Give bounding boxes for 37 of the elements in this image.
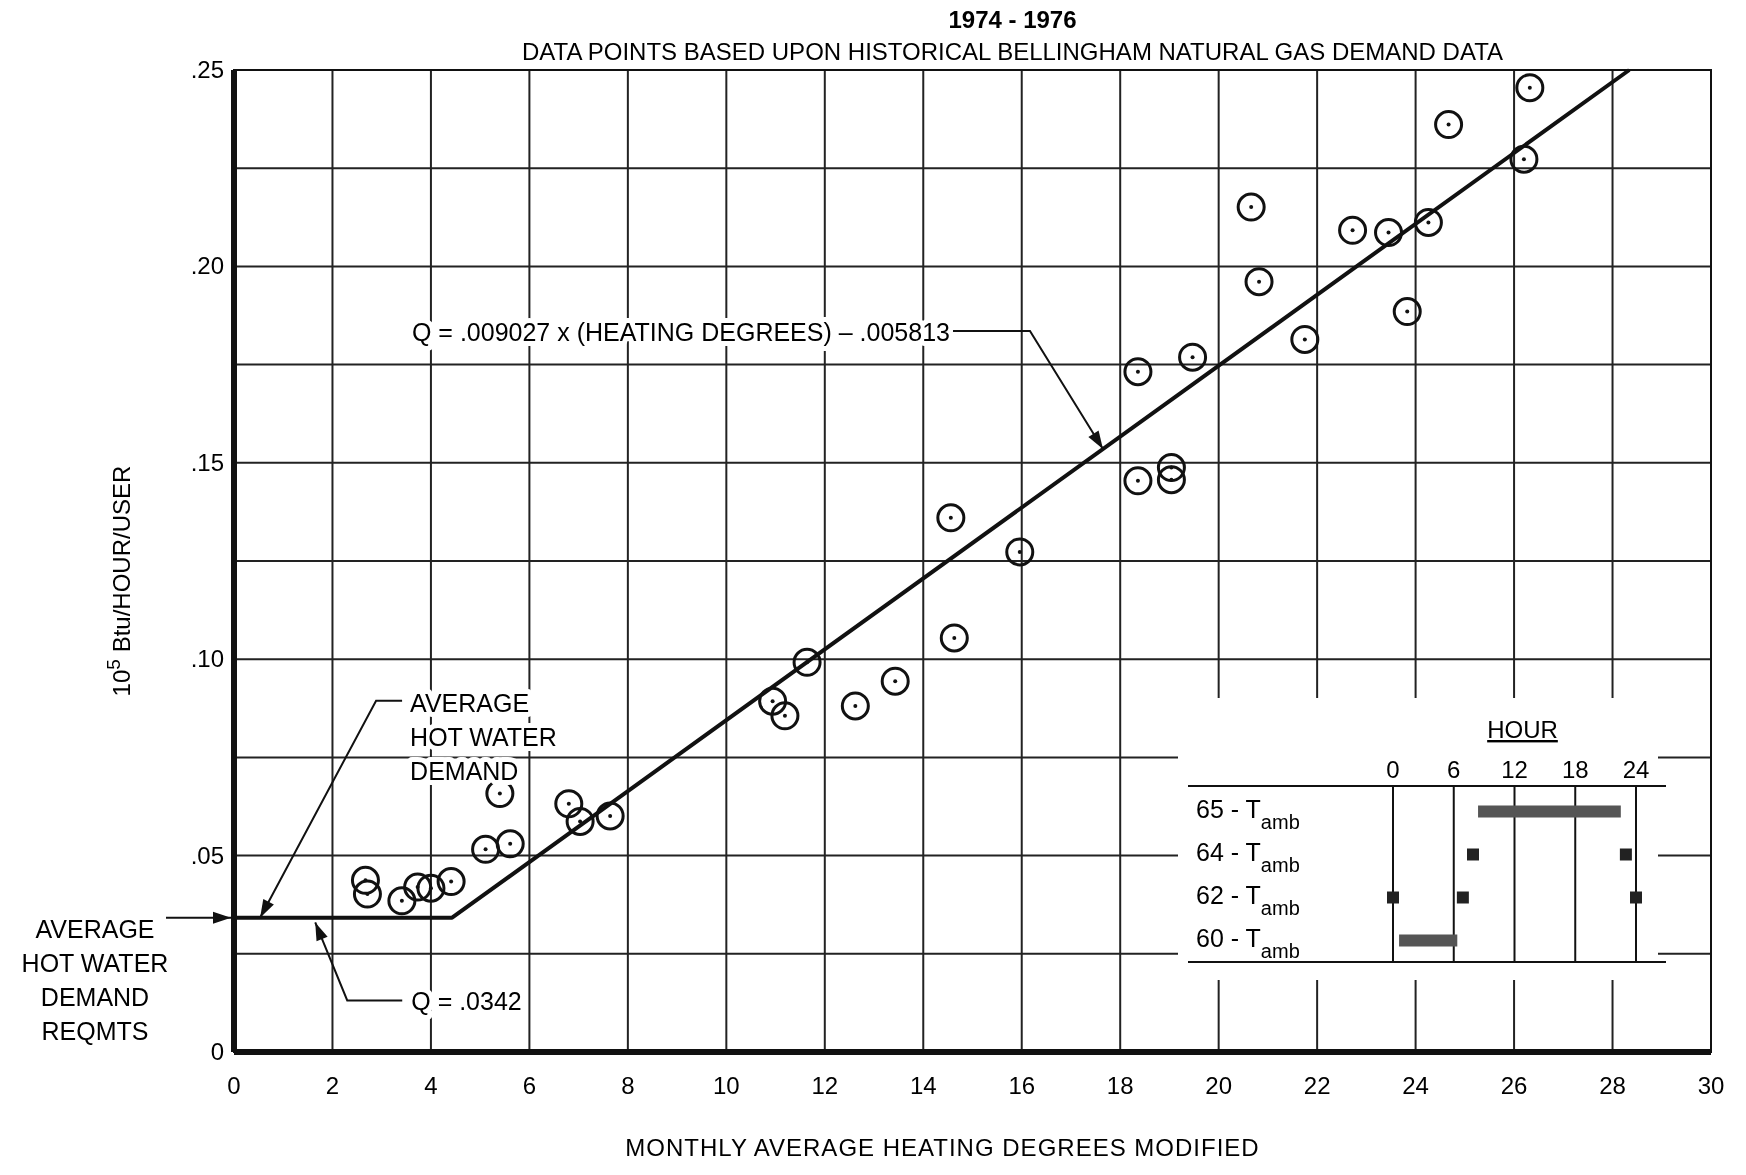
x-tick-label: 14: [909, 1072, 937, 1099]
y-tick-label: 60 - T$_{amb}$: [1196, 923, 1300, 962]
x-tick-label: 12: [811, 1072, 839, 1099]
y-tick-label: 62 - T$_{amb}$: [1196, 880, 1300, 919]
x-tick-label: 16: [1008, 1072, 1036, 1099]
chart-title: 1974 - 1976: [948, 6, 1077, 33]
x-tick-label: 24: [1622, 756, 1650, 783]
x-tick-label: 0: [1386, 756, 1400, 783]
x-axis-title: HOUR: [1487, 716, 1558, 743]
x-tick-label: 22: [1303, 1072, 1331, 1099]
x-tick-label: 18: [1561, 756, 1589, 783]
x-tick-label: 26: [1500, 1072, 1528, 1099]
x-tick-label: 12: [1501, 756, 1528, 783]
annotation: AVERAGE HOT WATER DEMAND REQMTS: [21, 914, 169, 1045]
x-tick-label: 24: [1402, 1072, 1429, 1099]
chart-subtitle: DATA POINTS BASED UPON HISTORICAL BELLINGHAM NATURAL GAS DEMAND DATA: [521, 38, 1504, 65]
x-tick-label: 4: [424, 1072, 438, 1099]
x-tick-label: 6: [1447, 756, 1461, 783]
annotation: Q = .0342: [411, 987, 522, 1016]
y-tick-label: .25: [190, 56, 224, 83]
x-tick-label: 6: [522, 1072, 537, 1099]
x-tick-label: 2: [325, 1072, 340, 1099]
x-tick-label: 0: [227, 1072, 241, 1099]
y-tick-label: .05: [190, 841, 224, 869]
x-tick-label: 20: [1205, 1072, 1233, 1099]
x-tick-label: 30: [1697, 1072, 1725, 1099]
x-tick-label: 28: [1599, 1072, 1626, 1099]
y-tick-label: 64 - T$_{amb}$: [1196, 837, 1300, 876]
x-tick-label: 18: [1106, 1072, 1134, 1099]
y-tick-label: .10: [190, 645, 224, 673]
y-tick-label: 0: [210, 1038, 224, 1065]
y-tick-label: .20: [190, 252, 224, 280]
x-tick-label: 8: [621, 1072, 635, 1099]
y-tick-label: 65 - T$_{amb}$: [1196, 794, 1300, 833]
y-tick-label: .15: [190, 448, 224, 476]
x-axis-title: MONTHLY AVERAGE HEATING DEGREES MODIFIED: [625, 1134, 1260, 1161]
x-tick-label: 10: [712, 1072, 740, 1099]
